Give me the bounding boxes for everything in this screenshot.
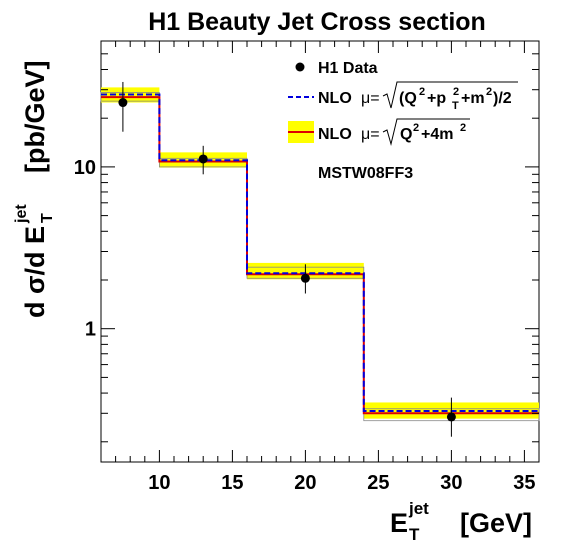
y-tick-label-10: 10: [74, 157, 96, 179]
legend-nlo-dashed-r4: 2: [453, 86, 459, 98]
x-tick-label-10: 10: [148, 472, 170, 494]
svg-text:d σ/d E jet T: d σ/d E jet T [pb/GeV]: [2, 61, 58, 319]
y-axis-label-sub: T: [39, 213, 56, 223]
legend-nlo-solid-nlo: NLO: [318, 126, 352, 143]
legend-nlo-solid-r4: 2: [460, 122, 466, 134]
legend-nlo-solid-radicand: Q 2 +4m 2: [400, 118, 466, 143]
data-points: [118, 81, 456, 437]
legend-nlo-dashed-r6: +m: [461, 90, 485, 107]
data-point-1: [198, 154, 208, 164]
legend-nlo-dashed-r8: )/2: [493, 90, 512, 107]
legend-nlo-dashed-radicand: (Q 2 +p 2 T +m 2 )/2: [399, 82, 512, 113]
legend-nlo-dashed-r1: (Q: [399, 90, 417, 107]
x-tick-label-15: 15: [221, 472, 243, 494]
legend-nlo-dashed-nlo: NLO: [318, 90, 352, 107]
legend-nlo-dashed-r3: +p: [427, 90, 446, 107]
x-axis-label-sup: jet: [408, 499, 429, 518]
y-axis-label-unit: [pb/GeV]: [20, 61, 50, 174]
legend-nlo-dashed-mu: μ=: [361, 90, 380, 107]
legend-nlo-solid-r3: +4m: [421, 126, 453, 143]
legend-nlo-solid-r2: 2: [413, 122, 419, 134]
y-axis-label-sup: jet: [13, 204, 30, 224]
pdf-annotation: MSTW08FF3: [318, 165, 413, 182]
legend-nlo-solid-sqrt: [382, 118, 470, 146]
legend-nlo-dashed-r2: 2: [419, 86, 425, 98]
x-axis-label-main: E: [390, 508, 408, 538]
x-tick-label-35: 35: [513, 472, 535, 494]
x-tick-label-30: 30: [440, 472, 462, 494]
legend-nlo-dashed-label: NLO μ=: [318, 90, 380, 107]
legend-nlo-dashed-r7: 2: [486, 86, 492, 98]
y-axis-label-lead: d σ/d E: [20, 226, 50, 318]
y-tick-label-1: 1: [85, 319, 96, 341]
x-axis-label: E jet T [GeV]: [390, 490, 532, 544]
legend-nlo-dashed-r5: T: [452, 100, 459, 112]
x-axis-label-sub: T: [409, 525, 420, 544]
legend-data-label: H1 Data: [318, 60, 378, 77]
legend-nlo-dashed-sqrt: [382, 81, 518, 109]
axis-ticks: 10 15 20 25 30 35 1 10: [74, 40, 540, 494]
data-point-0: [118, 98, 128, 108]
x-axis-label-unit: [GeV]: [460, 508, 532, 538]
legend-data-marker: [295, 62, 305, 72]
y-axis-label: d σ/d E jet T [pb/GeV]: [2, 61, 58, 319]
nlo-step-curves: [101, 93, 539, 415]
legend-nlo-solid-mu: μ=: [361, 126, 380, 143]
legend-nlo-solid-r1: Q: [400, 126, 412, 143]
legend-nlo-solid-label: NLO μ=: [318, 126, 380, 143]
x-tick-label-25: 25: [367, 472, 389, 494]
data-point-2: [300, 273, 310, 283]
legend: H1 Data NLO μ= (Q 2 +p 2 T +m 2 )/2 NLO …: [288, 60, 518, 182]
nlo-solid-step-line: [101, 96, 539, 415]
data-point-3: [446, 412, 456, 422]
chart-title: H1 Beauty Jet Cross section: [148, 8, 486, 36]
x-tick-label-20: 20: [294, 472, 316, 494]
